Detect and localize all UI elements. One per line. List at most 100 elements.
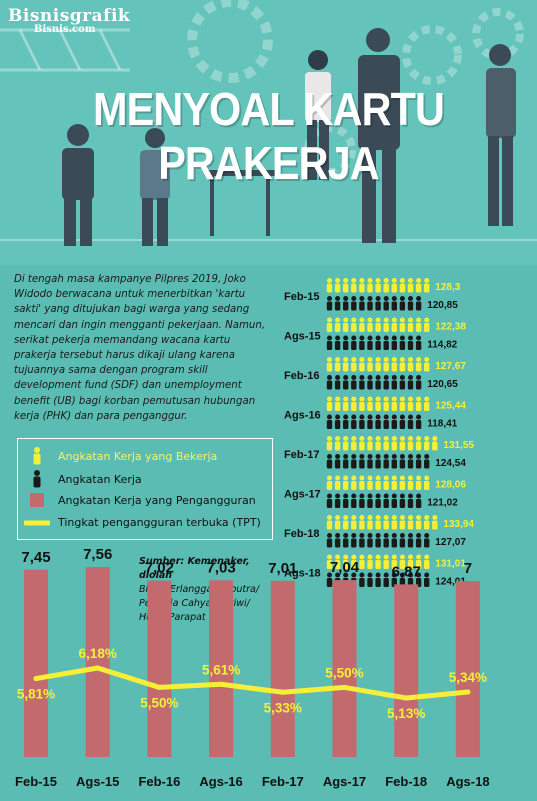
brand-logo: Bisnisgrafik Bisnis.com — [8, 6, 130, 35]
person-icon — [408, 521, 413, 530]
person-icon — [416, 442, 421, 451]
tpt-point — [342, 685, 347, 690]
legend-item-unemployed: Angkatan Kerja yang Pengangguran — [24, 493, 256, 507]
person-icon — [359, 323, 364, 332]
person-icon-head — [416, 397, 421, 402]
person-icon — [335, 302, 340, 311]
person-icon-head — [368, 278, 373, 283]
person-icon-head — [327, 375, 332, 380]
person-icon-head — [416, 515, 421, 520]
person-icon-head — [368, 375, 373, 380]
person-icon-head — [335, 278, 340, 283]
person-icon-head — [408, 318, 413, 323]
person-icon — [416, 481, 421, 490]
person-icon — [335, 341, 340, 350]
person-icon-head — [400, 296, 405, 301]
person-icon — [327, 442, 332, 451]
person-icon-head — [327, 494, 332, 499]
person-icon-head — [384, 415, 389, 420]
tpt-value-label: 5,34% — [449, 670, 487, 685]
person-icon-head — [359, 296, 364, 301]
person-icon-head — [368, 415, 373, 420]
person-icon — [375, 442, 380, 451]
person-icon-head — [400, 318, 405, 323]
person-icon-head — [424, 533, 429, 538]
person-icon — [343, 521, 348, 530]
person-icon-head — [424, 454, 429, 459]
person-icon-head — [343, 515, 348, 520]
intro-paragraph: Di tengah masa kampanye Pilpres 2019, Jo… — [14, 272, 268, 424]
person-icon-head — [343, 454, 348, 459]
person-icon — [400, 460, 405, 469]
person-icon — [424, 363, 429, 372]
person-icon-head — [376, 476, 381, 481]
icon-row-category: Ags-15 — [284, 331, 321, 343]
person-icon-head — [424, 318, 429, 323]
icon-row-value: 128,06 — [435, 480, 466, 491]
person-icon — [375, 402, 380, 411]
person-icon-head — [359, 415, 364, 420]
person-icon-head — [392, 454, 397, 459]
person-icon-head — [351, 336, 356, 341]
person-icon-head — [368, 318, 373, 323]
person-icon-head — [368, 357, 373, 362]
person-icon — [375, 499, 380, 508]
person-icon — [408, 499, 413, 508]
person-icon — [335, 521, 340, 530]
person-icon — [343, 284, 348, 293]
person-icon-head — [343, 296, 348, 301]
person-icon-head — [351, 318, 356, 323]
person-icon-head — [335, 533, 340, 538]
tpt-value-label: 5,33% — [264, 700, 302, 715]
person-icon-head — [384, 436, 389, 441]
person-icon — [351, 460, 356, 469]
person-icon-head — [327, 436, 332, 441]
person-icon-head — [368, 336, 373, 341]
person-icon-head — [392, 318, 397, 323]
person-icon-head — [424, 515, 429, 520]
person-icon — [367, 460, 372, 469]
tpt-point — [95, 666, 100, 671]
person-icon-head — [359, 375, 364, 380]
person-icon — [392, 284, 397, 293]
person-icon-head — [335, 515, 340, 520]
person-icon-head — [335, 375, 340, 380]
person-icon-head — [400, 375, 405, 380]
x-tick-label: Feb-18 — [385, 774, 427, 789]
person-icon-head — [392, 336, 397, 341]
person-icon — [351, 499, 356, 508]
x-tick-label: Ags-17 — [323, 774, 366, 789]
person-icon — [400, 420, 405, 429]
person-icon — [359, 521, 364, 530]
person-icon-head — [327, 515, 332, 520]
icon-row-category: Ags-16 — [284, 410, 321, 422]
person-icon-head — [343, 278, 348, 283]
person-icon — [392, 323, 397, 332]
person-icon-head — [424, 357, 429, 362]
person-icon — [400, 363, 405, 372]
person-icon — [416, 460, 421, 469]
person-icon-head — [384, 397, 389, 402]
person-icon — [375, 323, 380, 332]
person-icon — [416, 402, 421, 411]
person-icon — [367, 363, 372, 372]
person-icon — [400, 521, 405, 530]
person-icon — [375, 341, 380, 350]
person-icon-head — [359, 278, 364, 283]
person-icon — [327, 323, 332, 332]
person-icon — [408, 460, 413, 469]
person-icon — [384, 363, 389, 372]
person-icon-head — [327, 318, 332, 323]
person-icon-head — [416, 494, 421, 499]
bar — [271, 581, 295, 757]
icon-row-value: 120,65 — [427, 379, 458, 390]
icon-row-value: 124,54 — [435, 458, 466, 469]
line-swatch-icon — [24, 519, 50, 527]
person-icon-head — [408, 454, 413, 459]
person-icon — [343, 460, 348, 469]
person-icon — [408, 420, 413, 429]
person-icon-head — [416, 318, 421, 323]
person-icon-head — [400, 278, 405, 283]
tpt-value-label: 5,13% — [387, 706, 425, 721]
person-icon — [375, 420, 380, 429]
